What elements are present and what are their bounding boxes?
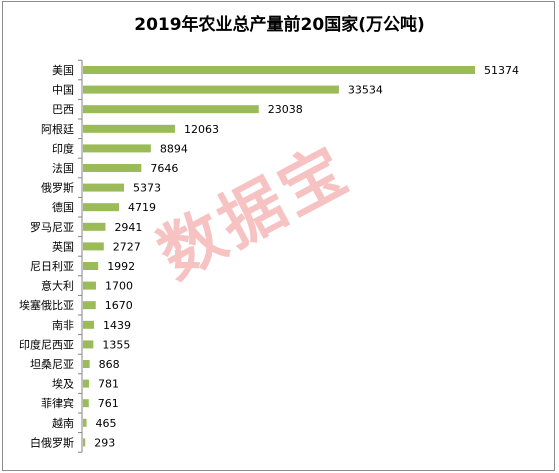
data-label: 1355 [102, 338, 130, 351]
bar [83, 144, 151, 153]
data-label: 12063 [184, 123, 219, 136]
bar [83, 203, 120, 212]
category-label: 法国 [52, 161, 74, 175]
data-label: 51374 [484, 64, 519, 77]
data-label: 2941 [114, 221, 142, 234]
data-label: 1992 [107, 260, 135, 273]
data-label: 781 [98, 378, 119, 391]
category-label: 美国 [52, 64, 74, 77]
data-label: 868 [99, 358, 120, 371]
category-label: 罗马尼亚 [30, 221, 74, 234]
data-label: 2727 [113, 240, 141, 253]
category-label: 英国 [52, 239, 74, 253]
data-label: 1700 [105, 280, 133, 293]
bar [83, 124, 176, 133]
category-label: 越南 [52, 416, 74, 430]
data-label: 1670 [105, 299, 133, 312]
bar [83, 281, 96, 290]
category-label: 埃塞俄比亚 [19, 298, 74, 312]
data-label: 465 [96, 417, 117, 430]
category-label: 俄罗斯 [41, 182, 74, 195]
data-label: 33534 [348, 84, 383, 97]
bar [83, 418, 87, 427]
data-label: 761 [98, 397, 119, 410]
data-label: 23038 [268, 103, 303, 116]
bar [83, 360, 90, 368]
category-label: 白俄罗斯 [30, 435, 74, 449]
bar [83, 242, 104, 251]
category-label: 印度尼西亚 [19, 337, 74, 351]
data-label: 293 [94, 436, 115, 449]
bar [83, 262, 99, 270]
category-label: 巴西 [52, 103, 74, 116]
category-label: 德国 [52, 200, 74, 214]
category-label: 菲律宾 [41, 396, 74, 410]
bar [83, 66, 475, 74]
bar [83, 399, 89, 408]
data-label: 1439 [103, 319, 131, 332]
bar [83, 320, 94, 329]
category-label: 意大利 [41, 279, 74, 293]
bar [83, 340, 94, 349]
data-label: 4719 [128, 201, 156, 214]
bar [83, 105, 259, 114]
data-label: 5373 [133, 182, 161, 195]
bar [83, 438, 86, 447]
bar [83, 85, 339, 94]
category-label: 坦桑尼亚 [30, 357, 74, 371]
category-label: 中国 [52, 84, 74, 97]
category-label: 印度 [52, 141, 74, 155]
category-label: 南非 [52, 319, 74, 332]
chart-title: 2019年农业总产量前20国家(万公吨) [134, 15, 425, 35]
bar [83, 301, 96, 310]
category-label: 阿根廷 [41, 122, 74, 136]
category-label: 尼日利亚 [30, 260, 74, 273]
data-label: 8894 [160, 142, 188, 155]
data-label: 7646 [150, 162, 178, 175]
bar [83, 183, 124, 192]
bar [83, 164, 142, 172]
category-label: 埃及 [52, 377, 74, 391]
bar [83, 379, 89, 388]
bar [83, 222, 106, 231]
